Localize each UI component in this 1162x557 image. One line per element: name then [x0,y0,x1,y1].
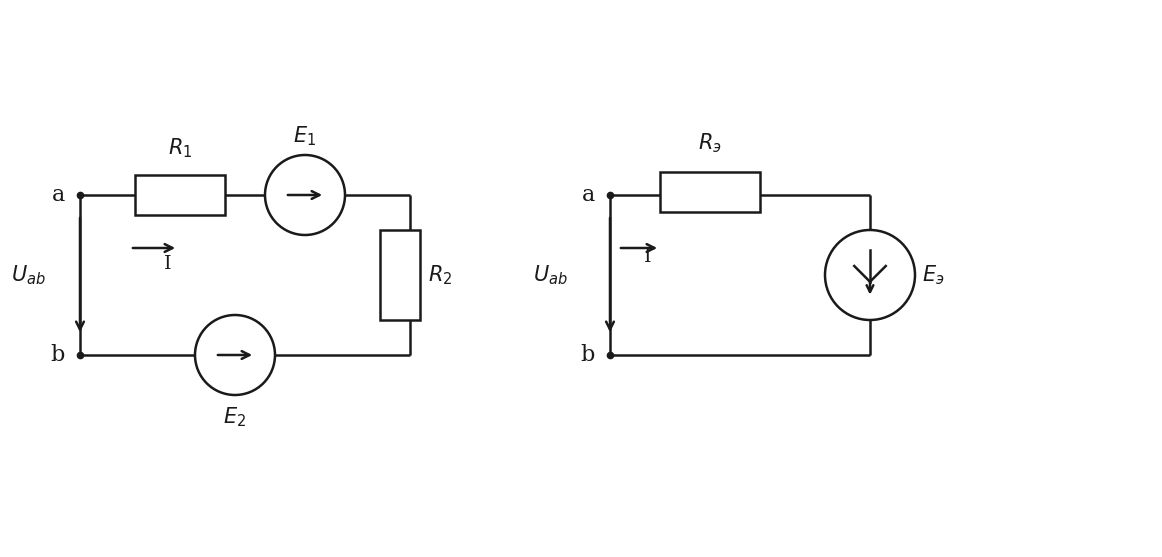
Text: $R_2$: $R_2$ [428,263,452,287]
Text: $R_1$: $R_1$ [167,136,192,160]
Text: $R_э$: $R_э$ [698,131,722,155]
Text: a: a [52,184,65,206]
Text: I: I [644,248,652,266]
Text: $U_{ab}$: $U_{ab}$ [532,263,567,287]
Circle shape [265,155,345,235]
Text: $U_{ab}$: $U_{ab}$ [10,263,45,287]
Bar [660,172,760,212]
Bar [380,230,419,320]
Circle shape [825,230,914,320]
Circle shape [195,315,275,395]
Text: a: a [582,184,595,206]
Text: I: I [164,255,172,273]
Bar [135,175,225,215]
Text: $E_э$: $E_э$ [921,263,945,287]
Text: b: b [51,344,65,366]
Text: $E_2$: $E_2$ [223,405,246,428]
Text: b: b [581,344,595,366]
Text: $E_1$: $E_1$ [294,124,316,148]
